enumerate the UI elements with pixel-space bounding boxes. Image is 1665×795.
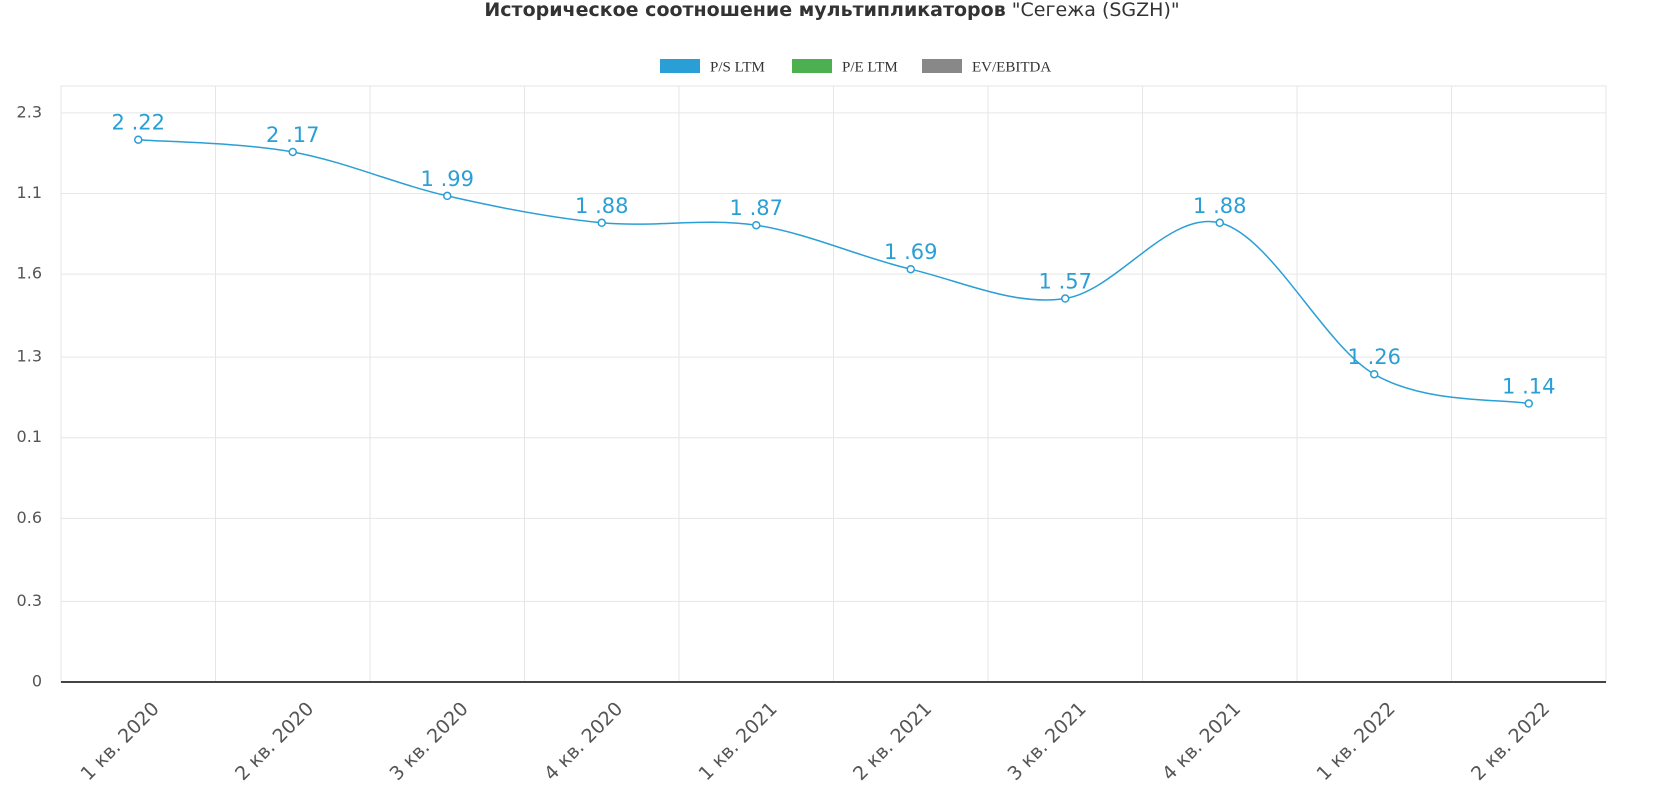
legend-swatch bbox=[792, 59, 832, 73]
data-point bbox=[288, 147, 297, 157]
y-tick-label: 1.6 bbox=[17, 264, 42, 283]
data-label: 1 .26 bbox=[1348, 345, 1401, 369]
data-point bbox=[443, 191, 452, 201]
data-label: 2 .17 bbox=[266, 123, 319, 147]
x-tick-label: 4 кв. 2021 bbox=[1158, 698, 1245, 785]
y-tick-label: 2.3 bbox=[17, 102, 42, 121]
y-tick-label: 0.6 bbox=[17, 508, 42, 527]
data-point bbox=[752, 220, 761, 230]
x-tick-label: 3 кв. 2021 bbox=[1004, 698, 1091, 785]
y-tick-label: 1.3 bbox=[17, 347, 42, 366]
chart-title-group: Историческое соотношение мультипликаторо… bbox=[484, 0, 1179, 21]
x-tick-label: 2 кв. 2020 bbox=[231, 698, 318, 785]
y-tick-label: 1.1 bbox=[17, 183, 42, 202]
x-tick-label: 3 кв. 2020 bbox=[386, 698, 473, 785]
data-label: 1 .57 bbox=[1039, 270, 1092, 294]
y-tick-label: 0 bbox=[32, 672, 42, 691]
data-point bbox=[906, 264, 915, 274]
legend-label: P/E LTM bbox=[842, 59, 898, 75]
y-tick-label: 0.3 bbox=[17, 591, 42, 610]
legend-swatch bbox=[922, 59, 962, 73]
x-tick-label: 1 кв. 2022 bbox=[1313, 698, 1400, 785]
legend-label: EV/EBITDA bbox=[972, 59, 1051, 75]
y-tick-label: 0.1 bbox=[17, 427, 42, 446]
data-label: 1 .99 bbox=[421, 167, 474, 191]
data-point bbox=[597, 218, 606, 228]
data-point bbox=[1524, 399, 1533, 408]
x-tick-label: 2 кв. 2021 bbox=[849, 698, 936, 785]
series-line bbox=[138, 138, 1529, 405]
data-point bbox=[1215, 218, 1224, 228]
x-tick-label: 1 кв. 2020 bbox=[77, 698, 164, 785]
data-label: 1 .88 bbox=[1193, 194, 1246, 218]
chart-title: Историческое соотношение мультипликаторо… bbox=[484, 0, 1005, 21]
x-tick-label: 2 кв. 2022 bbox=[1467, 698, 1554, 785]
chart-subtitle: "Сегежа (SGZH)" bbox=[1012, 0, 1180, 21]
data-label: 1 .69 bbox=[884, 240, 937, 264]
data-label: 2 .22 bbox=[112, 111, 165, 135]
data-label: 1 .87 bbox=[730, 196, 783, 220]
x-tick-label: 1 кв. 2021 bbox=[695, 698, 782, 785]
legend-swatch bbox=[660, 59, 700, 73]
data-point bbox=[1061, 294, 1070, 303]
data-point bbox=[134, 135, 143, 144]
data-point bbox=[1370, 369, 1379, 379]
legend-label: P/S LTM bbox=[710, 59, 765, 75]
data-label: 1 .14 bbox=[1502, 375, 1555, 399]
data-label: 1 .88 bbox=[575, 194, 628, 218]
x-tick-label: 4 кв. 2020 bbox=[540, 698, 627, 785]
